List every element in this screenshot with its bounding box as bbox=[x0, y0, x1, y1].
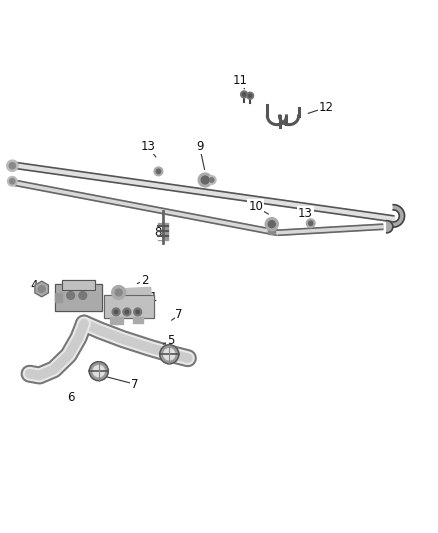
Polygon shape bbox=[11, 162, 395, 222]
Text: 1: 1 bbox=[149, 291, 157, 304]
Circle shape bbox=[308, 221, 313, 225]
Circle shape bbox=[136, 310, 139, 313]
Circle shape bbox=[265, 217, 278, 231]
Circle shape bbox=[154, 167, 163, 176]
Bar bbox=[268, 228, 275, 233]
Circle shape bbox=[9, 163, 15, 169]
Text: 2: 2 bbox=[141, 274, 148, 287]
Circle shape bbox=[7, 176, 17, 186]
Bar bbox=[158, 223, 168, 240]
Circle shape bbox=[125, 310, 129, 313]
Circle shape bbox=[209, 178, 214, 182]
Text: 7: 7 bbox=[176, 309, 183, 321]
Circle shape bbox=[134, 308, 141, 316]
Circle shape bbox=[240, 91, 247, 98]
Circle shape bbox=[114, 310, 118, 313]
Text: 8: 8 bbox=[154, 227, 161, 239]
Circle shape bbox=[10, 179, 15, 184]
Bar bbox=[104, 295, 154, 318]
Circle shape bbox=[207, 176, 216, 184]
Circle shape bbox=[89, 361, 108, 381]
Bar bbox=[110, 317, 123, 324]
Circle shape bbox=[79, 292, 87, 300]
Bar bbox=[118, 287, 151, 296]
Text: 13: 13 bbox=[298, 207, 313, 220]
Circle shape bbox=[93, 366, 104, 377]
Bar bbox=[55, 293, 63, 302]
Text: 3: 3 bbox=[69, 281, 77, 294]
Circle shape bbox=[112, 308, 120, 316]
Text: 4: 4 bbox=[30, 279, 38, 293]
Circle shape bbox=[7, 160, 18, 172]
Circle shape bbox=[201, 176, 209, 184]
Circle shape bbox=[242, 93, 246, 96]
Bar bbox=[104, 295, 154, 318]
Polygon shape bbox=[387, 221, 393, 233]
Circle shape bbox=[306, 219, 315, 228]
Bar bbox=[55, 284, 102, 311]
Circle shape bbox=[198, 173, 212, 187]
Circle shape bbox=[160, 345, 179, 364]
Bar bbox=[62, 280, 95, 290]
Circle shape bbox=[112, 286, 126, 300]
Text: 12: 12 bbox=[319, 101, 334, 114]
Polygon shape bbox=[393, 205, 405, 227]
Bar bbox=[62, 280, 95, 290]
Circle shape bbox=[115, 289, 122, 296]
Text: 6: 6 bbox=[67, 391, 75, 403]
Circle shape bbox=[248, 94, 252, 98]
Circle shape bbox=[268, 221, 275, 228]
Text: 5: 5 bbox=[167, 334, 174, 348]
Circle shape bbox=[247, 92, 254, 99]
Text: 13: 13 bbox=[140, 140, 155, 153]
Polygon shape bbox=[277, 224, 384, 236]
Circle shape bbox=[67, 292, 74, 300]
Circle shape bbox=[38, 286, 45, 293]
Text: 9: 9 bbox=[196, 140, 203, 153]
Circle shape bbox=[123, 308, 131, 316]
Text: 10: 10 bbox=[248, 200, 263, 213]
Circle shape bbox=[156, 169, 161, 174]
Circle shape bbox=[164, 349, 175, 360]
Text: 11: 11 bbox=[232, 74, 247, 87]
Polygon shape bbox=[11, 180, 278, 235]
Text: 7: 7 bbox=[131, 377, 138, 391]
Bar bbox=[134, 317, 143, 322]
Bar bbox=[55, 284, 102, 311]
